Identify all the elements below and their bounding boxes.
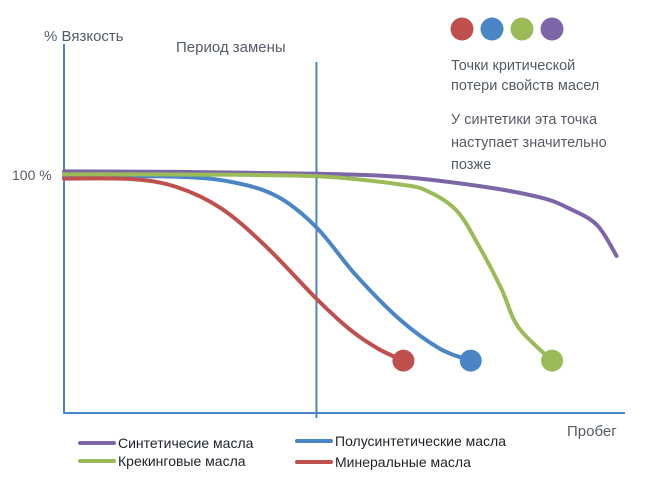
legend-label-semisynthetic: Полусинтетические масла [335, 433, 506, 449]
replacement-period-label: Период замены [176, 39, 286, 56]
critical-dot-red [450, 17, 474, 41]
note-synthetic-line-2: наступает значительно [451, 135, 607, 151]
critical-dot-green [510, 17, 534, 41]
x-axis-title: Пробег [567, 423, 617, 440]
series-line-semisynthetic [62, 174, 473, 363]
critical-point-marker-cracking [541, 349, 564, 372]
annotation-critical-points: Точки критической потери свойств масел [451, 58, 599, 94]
critical-dot-purple [540, 17, 564, 41]
y-axis-title: % Вязкость [44, 28, 124, 45]
legend-label-cracking: Крекинговые масла [118, 453, 246, 469]
note-synthetic-line-1: У синтетики эта точка [451, 112, 598, 128]
marker-layer [392, 349, 564, 372]
note-synthetic-line-3: позже [451, 157, 491, 173]
series-line-cracking [62, 172, 555, 363]
critical-point-dots [450, 17, 564, 41]
legend-item-cracking: Крекинговые масла [78, 453, 246, 469]
critical-point-marker-mineral [392, 349, 415, 372]
annotation-synthetic: У синтетики эта точка наступает значител… [451, 112, 607, 173]
series-line-synthetic [62, 169, 619, 258]
legend-label-mineral: Минеральные масла [335, 454, 471, 470]
legend-item-semisynthetic: Полусинтетические масла [295, 433, 506, 449]
series-layer [62, 169, 619, 363]
series-line-mineral [62, 176, 406, 363]
critical-dot-blue [480, 17, 504, 41]
legend: Синтетичесие масла Полусинтетические мас… [78, 433, 506, 470]
y-tick-100-label: 100 % [12, 167, 52, 183]
note-critical-line-1: Точки критической [451, 58, 575, 74]
critical-point-marker-semisynthetic [459, 349, 482, 372]
legend-label-synthetic: Синтетичесие масла [118, 435, 254, 451]
note-critical-line-2: потери свойств масел [451, 78, 599, 94]
legend-item-mineral: Минеральные масла [295, 454, 471, 470]
axes [63, 44, 625, 418]
legend-item-synthetic: Синтетичесие масла [78, 435, 254, 451]
